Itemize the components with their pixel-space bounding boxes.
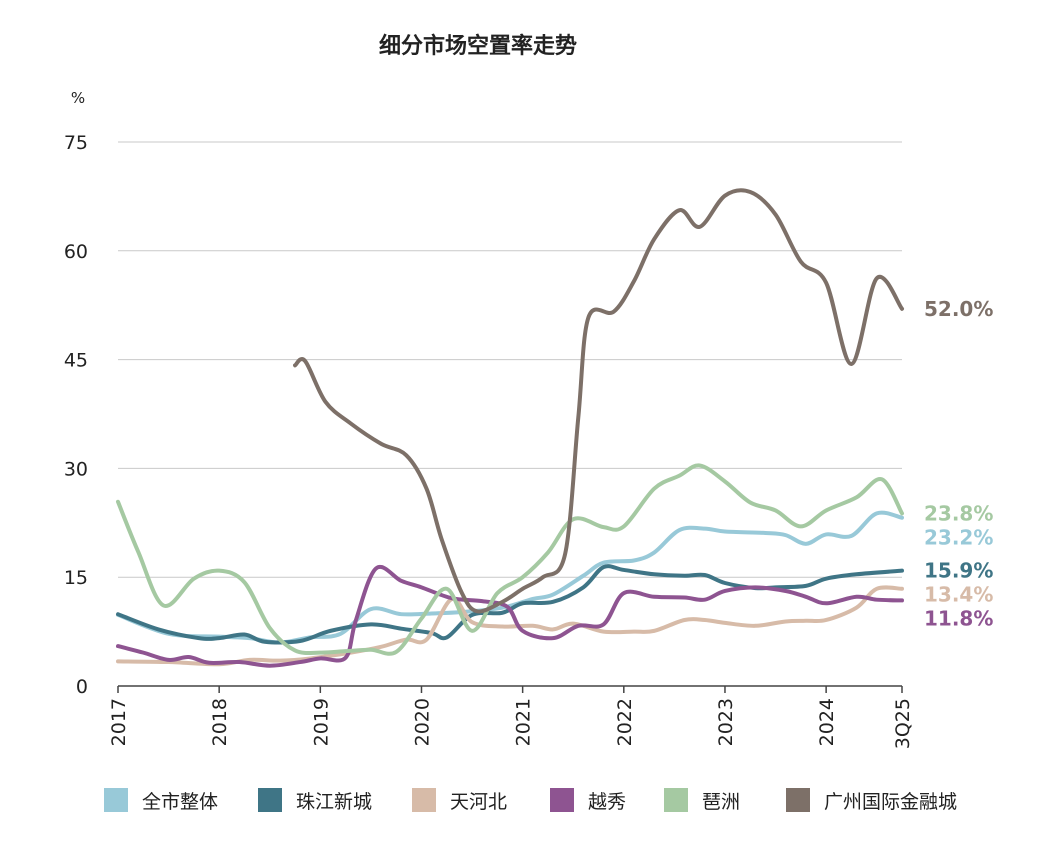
y-tick-label: 75	[64, 132, 88, 154]
series-line-3	[116, 564, 904, 668]
legend-swatch	[550, 788, 574, 812]
end-label-5: 52.0%	[924, 297, 993, 321]
gridlines	[118, 141, 902, 687]
y-axis-ticks: 0 15 30 45 60 75	[64, 132, 88, 698]
legend-swatch	[104, 788, 128, 812]
x-tick-label: 2018	[209, 698, 231, 746]
y-tick-label: 0	[76, 676, 88, 698]
y-tick-label: 30	[64, 458, 88, 480]
y-tick-label: 15	[64, 567, 88, 589]
legend-label: 珠江新城	[296, 791, 372, 813]
chart-title: 细分市场空置率走势	[379, 33, 577, 59]
end-label-0: 23.2%	[924, 525, 993, 549]
legend-label: 越秀	[588, 791, 626, 813]
y-tick-label: 45	[64, 350, 88, 372]
x-tick-label: 2022	[614, 698, 636, 746]
legend: 全市整体 珠江新城 天河北 越秀 琶洲 广州国际金融城	[104, 788, 957, 813]
legend-swatch	[664, 788, 688, 812]
legend-swatch	[786, 788, 810, 812]
end-label-1: 15.9%	[924, 559, 993, 583]
end-label-2: 13.4%	[924, 583, 993, 607]
x-tick-label: 2020	[411, 698, 433, 746]
end-labels: 52.0% 23.8%23.2% 15.9%13.4%11.8%	[924, 297, 993, 631]
x-axis-ticks: 2017 2018 2019 2020 2021 2022 2023 2024 3Q25	[108, 686, 914, 749]
x-tick-label: 2023	[715, 698, 737, 746]
x-tick-label: 3Q25	[892, 698, 914, 749]
series-lines	[116, 188, 904, 668]
x-tick-label: 2021	[513, 698, 535, 746]
legend-label: 天河北	[450, 791, 507, 813]
legend-label: 全市整体	[142, 791, 218, 813]
end-label-4: 23.8%	[924, 501, 993, 525]
legend-swatch	[258, 788, 282, 812]
series-line-2	[116, 585, 904, 667]
x-tick-label: 2017	[108, 698, 130, 746]
x-tick-label: 2024	[816, 698, 838, 746]
y-tick-label: 60	[64, 241, 88, 263]
y-axis-unit-label: %	[71, 89, 85, 107]
legend-label: 琶洲	[702, 791, 740, 813]
series-line-5	[293, 188, 904, 614]
end-label-3: 11.8%	[924, 607, 993, 631]
legend-swatch	[412, 788, 436, 812]
series-line-4	[116, 463, 904, 656]
x-tick-label: 2019	[310, 698, 332, 746]
legend-label: 广州国际金融城	[824, 791, 957, 813]
